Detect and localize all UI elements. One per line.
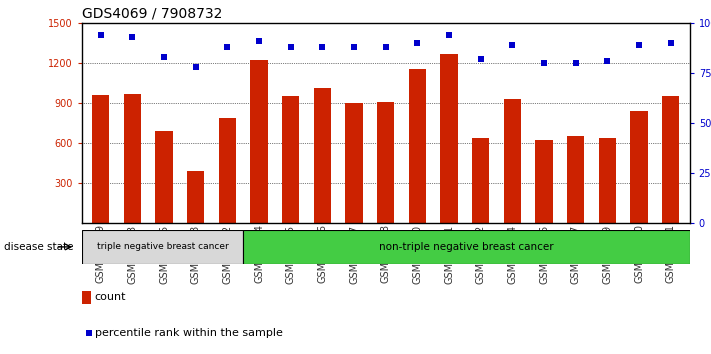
- Text: non-triple negative breast cancer: non-triple negative breast cancer: [379, 242, 554, 252]
- Bar: [535, 140, 552, 223]
- Point: [602, 58, 613, 64]
- Text: triple negative breast cancer: triple negative breast cancer: [97, 242, 228, 251]
- Point: [412, 40, 423, 46]
- Point: [95, 32, 107, 38]
- Text: disease state: disease state: [4, 242, 73, 252]
- Point: [285, 44, 296, 50]
- Bar: [156, 131, 173, 223]
- Bar: [472, 138, 489, 223]
- Bar: [599, 138, 616, 223]
- Text: count: count: [95, 292, 126, 302]
- Bar: [346, 103, 363, 223]
- Point: [348, 44, 360, 50]
- Point: [253, 38, 264, 44]
- Point: [538, 60, 550, 66]
- Point: [127, 34, 138, 40]
- Point: [444, 32, 455, 38]
- Point: [380, 44, 391, 50]
- Bar: [377, 102, 395, 223]
- Bar: [503, 99, 521, 223]
- Point: [665, 40, 676, 46]
- Bar: [82, 230, 243, 264]
- Bar: [124, 94, 141, 223]
- Bar: [243, 230, 690, 264]
- Bar: [662, 96, 680, 223]
- Text: GDS4069 / 7908732: GDS4069 / 7908732: [82, 6, 222, 21]
- Bar: [440, 54, 458, 223]
- Point: [180, 266, 191, 271]
- Bar: [250, 60, 268, 223]
- Point: [634, 42, 645, 48]
- Bar: [282, 96, 299, 223]
- Point: [570, 60, 582, 66]
- Bar: [219, 118, 236, 223]
- Bar: [314, 88, 331, 223]
- Point: [507, 42, 518, 48]
- Point: [316, 44, 328, 50]
- Point: [190, 64, 201, 70]
- Point: [159, 54, 170, 60]
- Bar: [409, 69, 426, 223]
- Point: [222, 44, 233, 50]
- Bar: [92, 95, 109, 223]
- Text: percentile rank within the sample: percentile rank within the sample: [95, 328, 282, 338]
- Bar: [631, 111, 648, 223]
- Bar: [567, 136, 584, 223]
- Bar: [187, 171, 205, 223]
- Point: [475, 56, 486, 62]
